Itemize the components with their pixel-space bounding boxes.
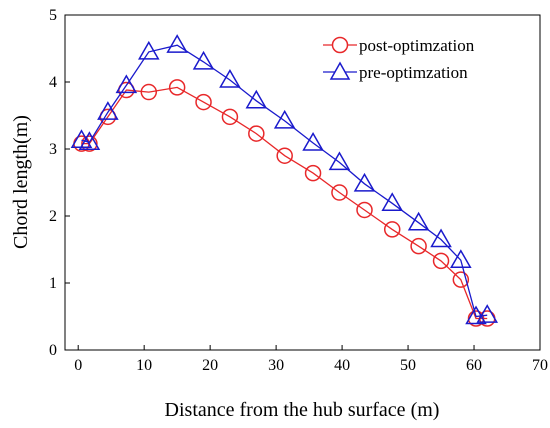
data-point-triangle <box>353 172 376 192</box>
data-point-triangle <box>381 192 404 212</box>
data-point-circle <box>410 237 427 255</box>
data-point-circle <box>195 93 212 111</box>
x-axis-title: Distance from the hub surface (m) <box>165 399 440 421</box>
x-tick-label: 0 <box>74 357 82 374</box>
series-pre-optimzation <box>70 34 499 325</box>
data-point-circle <box>356 201 373 219</box>
data-point-triangle <box>245 89 268 109</box>
legend-entry-pre-optimzation: pre-optimzation <box>323 61 468 82</box>
legend-label-post: post-optimzation <box>359 36 475 55</box>
data-point-circle <box>276 147 293 164</box>
x-tick-label: 40 <box>334 357 350 374</box>
legend-label-pre: pre-optimzation <box>359 63 468 82</box>
data-point-triangle <box>97 101 119 120</box>
x-tick-label: 30 <box>268 357 284 374</box>
data-point-triangle <box>166 34 188 53</box>
x-tick-label: 10 <box>136 357 152 374</box>
y-axis-title: Chord length(m) <box>10 115 32 249</box>
y-tick-label: 2 <box>49 208 57 225</box>
data-point-circle <box>383 221 401 238</box>
legend-entry-post-optimzation: post-optimzation <box>323 36 475 55</box>
data-point-triangle <box>302 131 324 151</box>
series-line <box>81 44 488 318</box>
data-point-triangle <box>328 151 351 171</box>
data-point-triangle <box>476 304 499 323</box>
data-point-triangle <box>219 68 241 88</box>
legend-marker-circle <box>331 36 349 54</box>
data-point-circle <box>467 310 485 327</box>
data-point-triangle <box>78 131 101 151</box>
data-point-circle <box>452 271 470 288</box>
data-point-circle <box>140 83 158 101</box>
data-point-triangle <box>465 305 487 325</box>
data-point-circle <box>304 164 322 182</box>
y-tick-label: 4 <box>49 74 57 91</box>
data-point-triangle <box>407 211 430 231</box>
data-point-triangle <box>192 50 215 70</box>
data-point-circle <box>168 79 186 96</box>
data-point-triangle <box>450 249 472 268</box>
axis-ticks: 0 10 20 30 40 50 60 70 0 1 2 3 4 5 <box>49 7 548 374</box>
legend-marker-triangle <box>329 61 351 80</box>
y-tick-label: 3 <box>49 141 57 158</box>
y-tick-label: 1 <box>49 275 57 292</box>
x-tick-label: 70 <box>532 357 548 374</box>
plot-frame <box>64 14 541 351</box>
x-tick-label: 20 <box>202 357 218 374</box>
data-point-circle <box>81 135 98 152</box>
series-post-optimzation <box>73 79 496 327</box>
data-point-circle <box>331 184 348 201</box>
data-point-circle <box>432 252 450 270</box>
data-point-circle <box>221 108 239 126</box>
x-tick-label: 50 <box>400 357 416 374</box>
data-point-triangle <box>430 228 452 248</box>
x-tick-label: 60 <box>466 357 482 374</box>
legend: post-optimzation pre-optimzation <box>323 36 475 82</box>
series-layer <box>70 34 499 327</box>
data-point-triangle <box>115 74 138 94</box>
y-tick-label: 0 <box>49 342 57 359</box>
data-point-circle <box>248 125 265 142</box>
data-point-triangle <box>273 109 296 129</box>
data-point-triangle <box>137 40 160 60</box>
series-line <box>81 86 488 320</box>
y-tick-label: 5 <box>49 7 57 24</box>
